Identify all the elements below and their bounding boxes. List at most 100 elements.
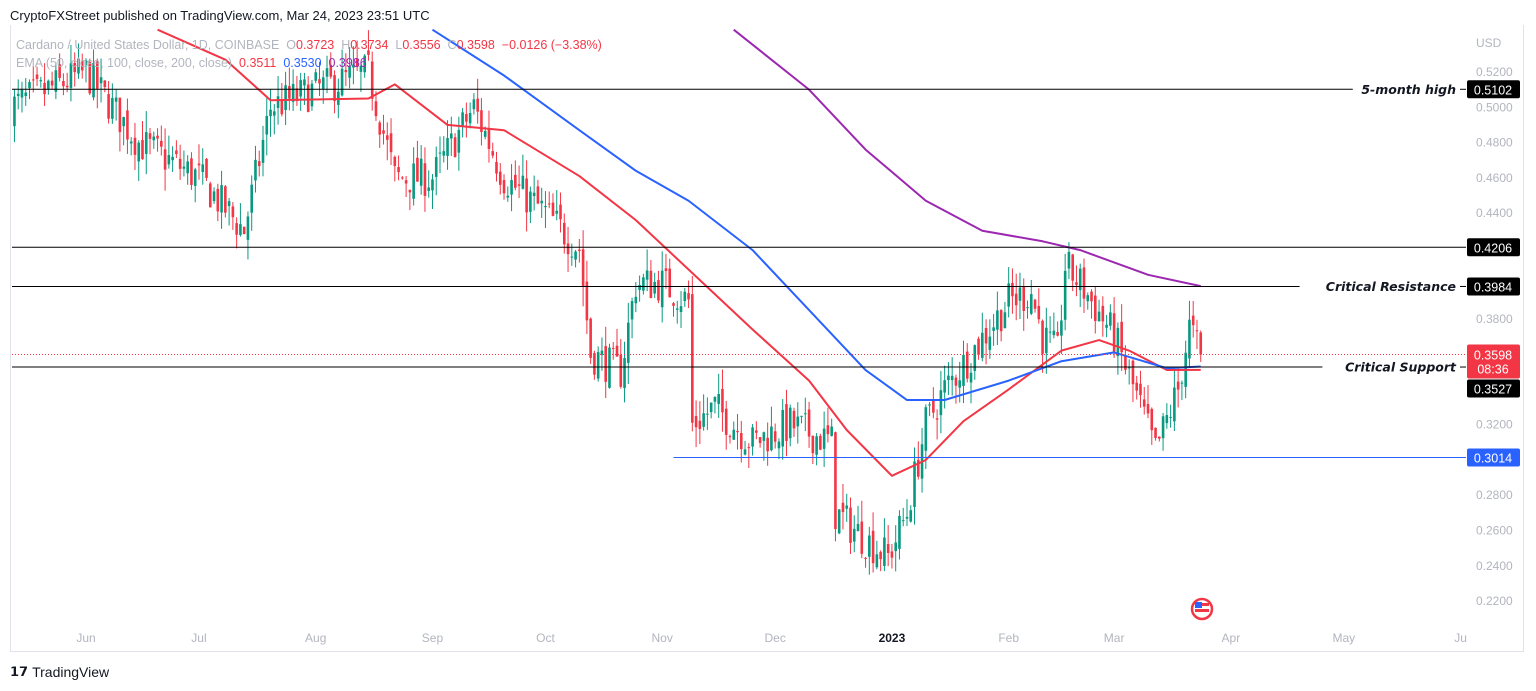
candle-body [416,157,419,182]
candle-body [148,133,152,139]
candle-body [822,428,826,449]
candle-body [1056,331,1059,336]
candle-body [1188,319,1191,359]
candle-body [99,77,103,84]
candle-body [762,432,766,441]
candle-body [306,84,310,112]
candle-body [702,413,705,427]
candle-body [815,436,818,455]
y-tick-label: 0.4400 [1476,206,1513,220]
candle-body [965,351,969,379]
countdown-text: 08:36 [1477,363,1508,377]
candle-body [73,63,77,73]
candle-body [434,157,438,177]
candle-body [118,97,122,133]
candle-body [431,179,434,191]
candle-body [1082,267,1086,299]
candle-body [1169,416,1172,418]
plot-area [13,28,1203,575]
candle-body [178,158,182,169]
current-price-tag [1467,344,1520,379]
candle-body [868,535,871,557]
candle-body [374,101,378,117]
candle-body [103,80,107,88]
x-tick-label: Ju [1454,631,1467,645]
candle-body [450,133,453,139]
candle-body [419,158,423,186]
candle-body [536,186,540,204]
candle-body [1195,330,1199,332]
candle-body [1116,327,1120,357]
candle-body [1037,305,1041,320]
candle-body [585,281,589,321]
candle-body [193,169,197,186]
candle-body [638,285,641,290]
candle-body [250,184,254,213]
level-price-text: 0.3527 [1474,383,1512,397]
candle-body [796,416,800,427]
candle-body [679,306,683,313]
close-value: 0.3598 [456,38,495,52]
candle-body [216,188,220,212]
candle-body [1041,320,1044,354]
candle-body [325,68,329,77]
candle-body [352,64,355,68]
candle-body [600,350,604,355]
candle-body [611,347,615,349]
candle-body [1124,355,1127,370]
us-economic-event-icon[interactable] [1190,597,1214,621]
candle-body [879,552,882,560]
level-price-tag [1467,448,1520,467]
candle-body [385,135,389,140]
ema200-value: 0.3986 [328,56,367,70]
x-tick-label: Apr [1222,631,1241,645]
candle-body [589,318,592,358]
level-label: 5-month high [1361,82,1456,97]
candle-body [864,557,867,559]
candle-body [593,353,596,375]
ema-legend: EMA (50, close, 100, close, 200, close) … [16,56,367,70]
candle-body [905,516,909,519]
candle-body [627,322,630,363]
candle-body [487,129,491,150]
candle-body [321,77,325,89]
candle-body [31,79,35,81]
candle-body [675,308,679,310]
candle-body [807,409,811,437]
candle-body [1199,332,1203,355]
candle-body [359,65,363,72]
candle-body [1026,307,1029,309]
candle-body [69,63,73,88]
candle-body [672,303,675,306]
candle-body [1097,311,1101,322]
candle-body [619,354,623,387]
candle-body [344,69,348,73]
candle-body [909,510,913,522]
candle-body [442,151,446,156]
ema-line-1 [431,28,1201,402]
candle-body [175,150,178,155]
candle-body [724,408,728,435]
candle-body [660,270,664,308]
candle-body [996,310,999,330]
candle-body [540,200,543,204]
tradingview-logo[interactable]: 𝟭𝟳 TradingView [10,664,110,680]
candle-body [1052,330,1056,336]
candle-body [604,346,608,382]
y-tick-label: 0.2600 [1476,524,1513,538]
candle-body [743,449,747,455]
candle-body [389,133,393,153]
level-price-text: 0.5102 [1474,83,1512,97]
candle-body [642,277,645,291]
x-tick-label: Feb [998,631,1019,645]
candle-body [24,92,28,96]
candle-body [137,142,141,162]
candle-body [224,186,227,213]
event-icon-canton [1195,602,1202,608]
candle-body [468,112,472,124]
candle-body [1176,381,1180,390]
candle-body [698,420,702,429]
candle-body [687,293,690,300]
candle-body [1048,331,1052,333]
